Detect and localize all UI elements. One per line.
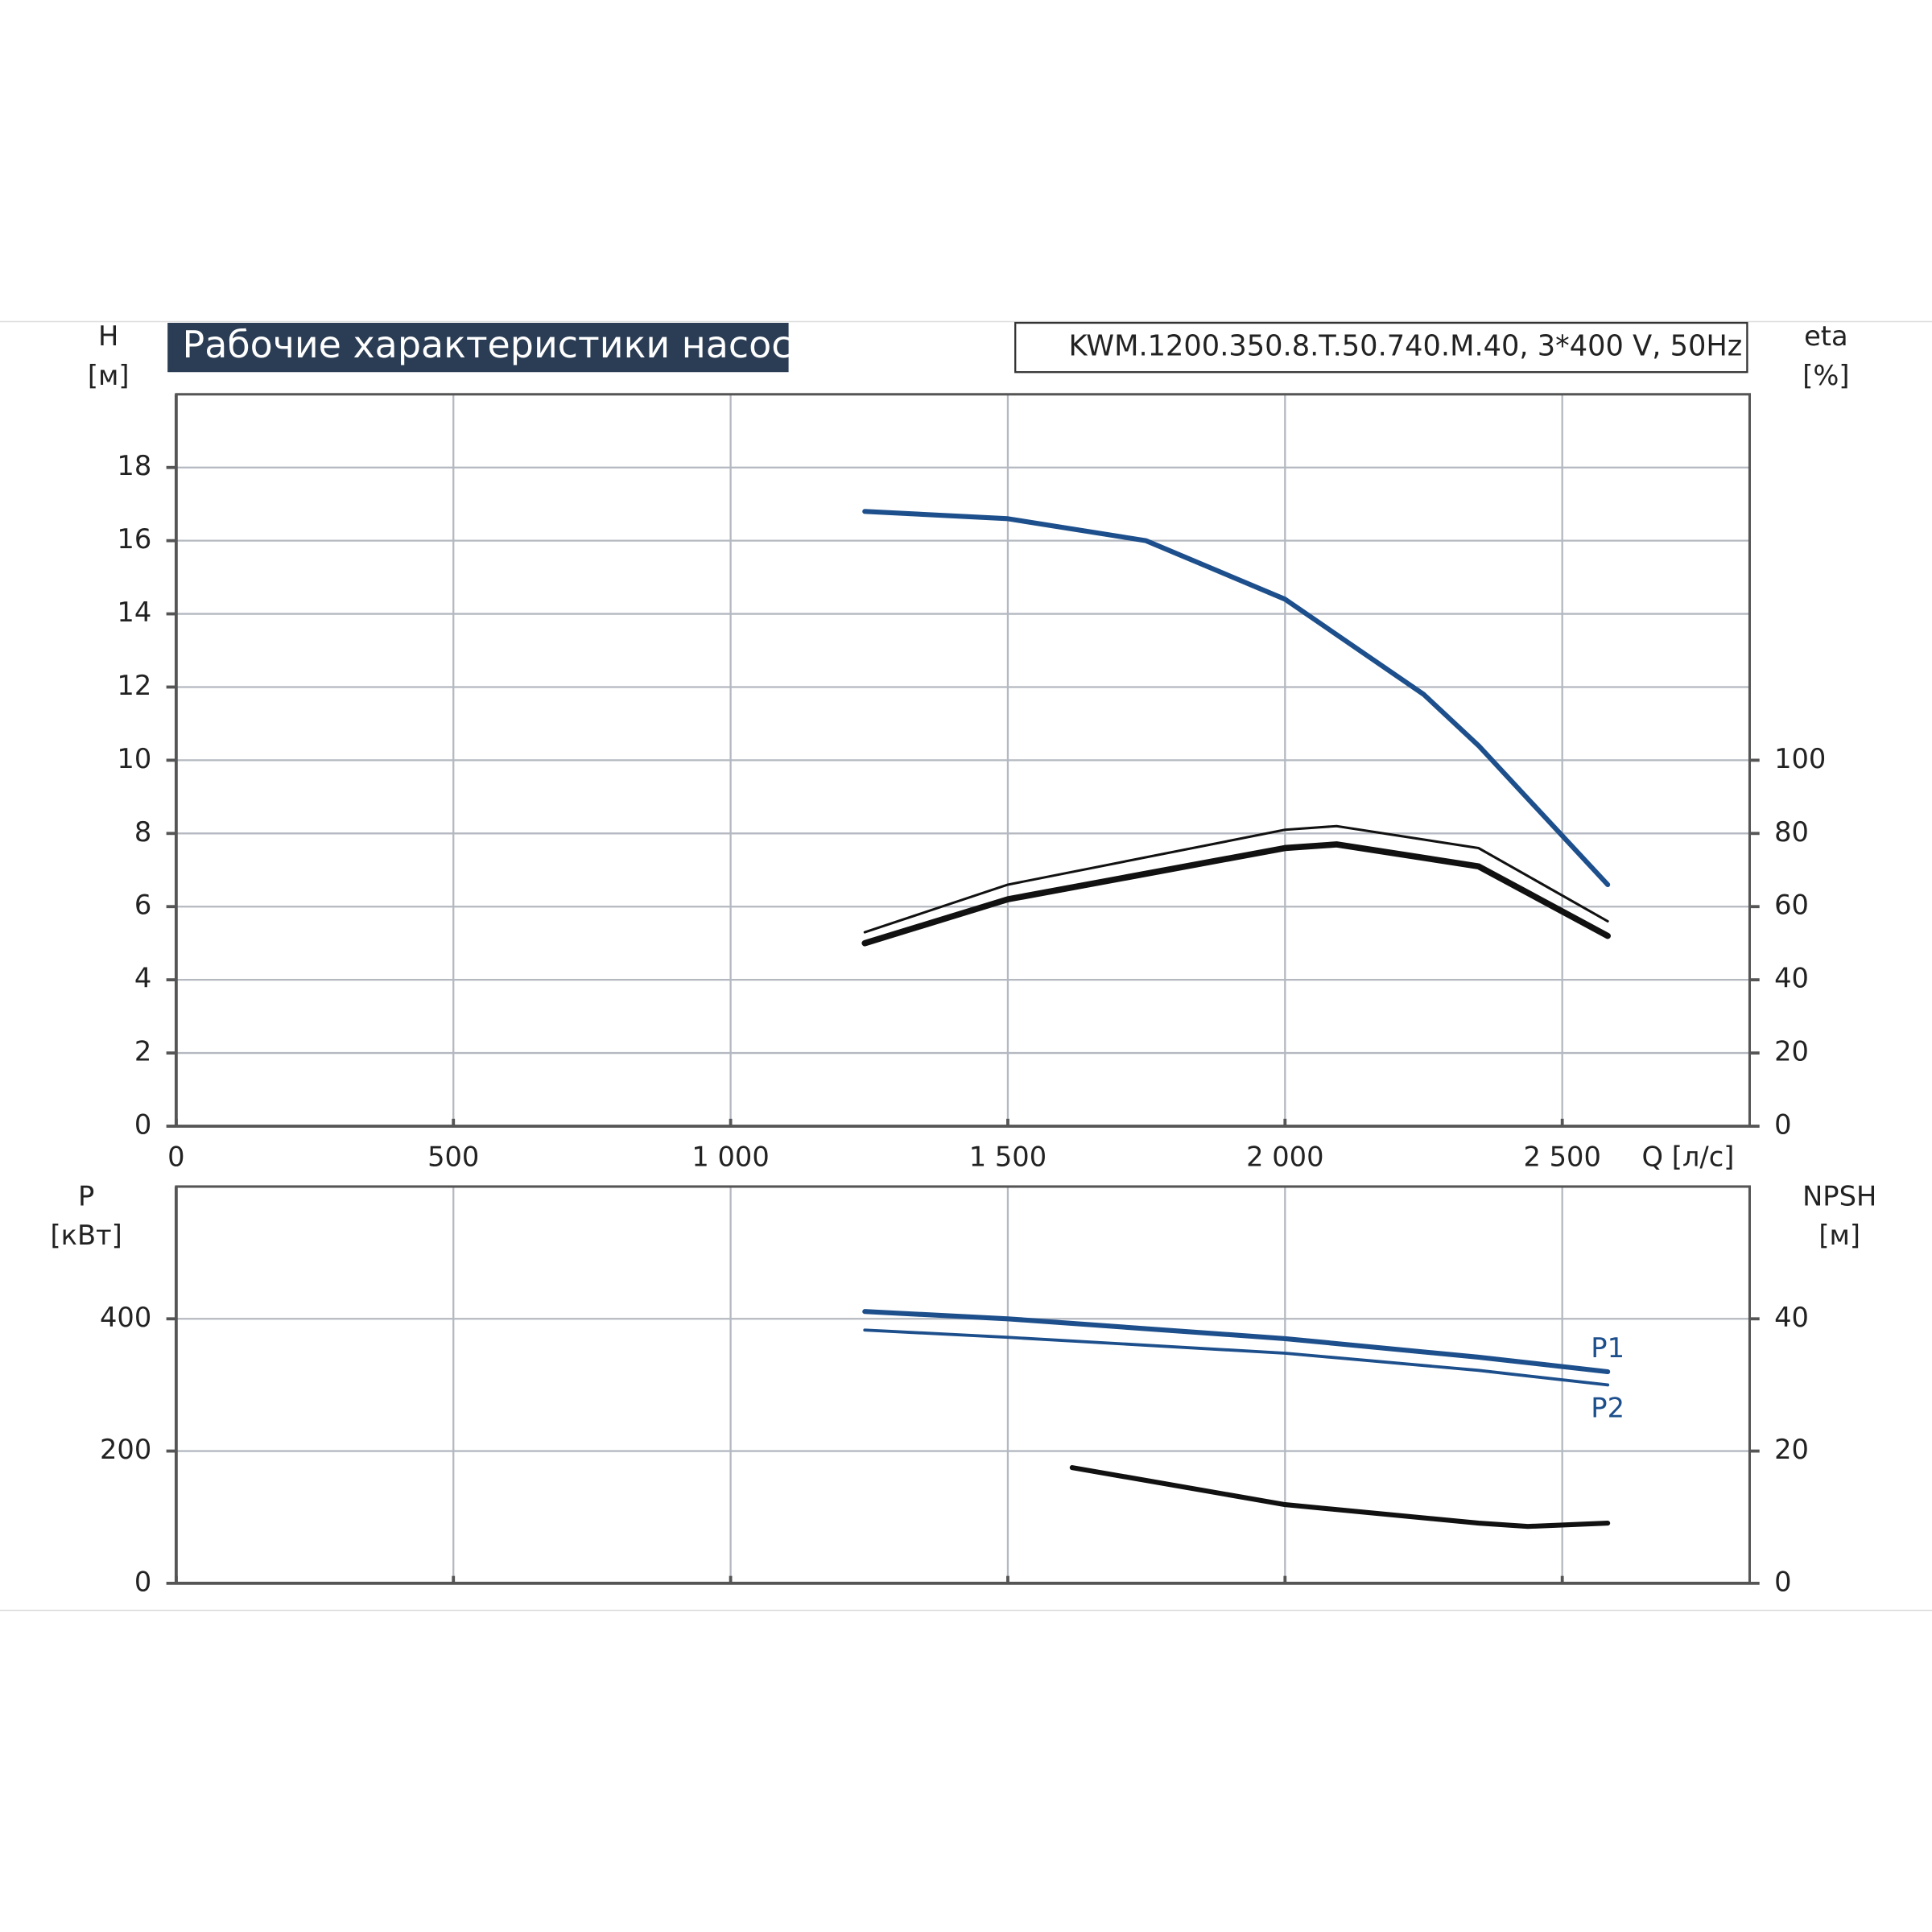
y-tick-label: 0 bbox=[134, 1566, 151, 1597]
data-line bbox=[863, 824, 1609, 934]
y-axis-label: [м] bbox=[88, 360, 130, 391]
y-tick-label: 18 bbox=[117, 450, 151, 481]
y2-axis-label: NPSH bbox=[1802, 1180, 1876, 1212]
y-tick-label: 6 bbox=[134, 890, 151, 921]
title-box bbox=[167, 323, 789, 373]
x-tick-label: 2 500 bbox=[1524, 1141, 1601, 1172]
x-axis-label: Q [л/с] bbox=[1642, 1141, 1735, 1172]
y2-tick-label: 20 bbox=[1774, 1434, 1809, 1465]
y-axis-label: P bbox=[78, 1180, 94, 1212]
data-line bbox=[861, 841, 1611, 947]
y2-tick-label: 20 bbox=[1774, 1036, 1809, 1067]
y-tick-label: 0 bbox=[134, 1108, 151, 1140]
x-tick-label: 500 bbox=[427, 1141, 479, 1172]
y2-axis-label: [м] bbox=[1818, 1220, 1860, 1251]
data-line bbox=[1069, 1465, 1611, 1530]
series-label: P1 bbox=[1591, 1332, 1624, 1364]
x-tick-label: 1 000 bbox=[691, 1141, 769, 1172]
y-tick-label: 10 bbox=[117, 743, 151, 774]
data-line bbox=[863, 1328, 1610, 1387]
y-tick-label: 200 bbox=[100, 1434, 151, 1465]
series-label: P2 bbox=[1591, 1393, 1624, 1424]
y-tick-label: 8 bbox=[134, 816, 151, 848]
y-tick-label: 2 bbox=[134, 1036, 151, 1067]
y2-tick-label: 0 bbox=[1774, 1566, 1791, 1597]
y2-tick-label: 40 bbox=[1774, 1302, 1809, 1333]
y2-tick-label: 100 bbox=[1774, 743, 1826, 774]
y-tick-label: 14 bbox=[117, 597, 151, 628]
y2-axis-label: eta bbox=[1804, 320, 1848, 352]
chart-subtitle: KWM.1200.350.8.T.50.740.M.40, 3*400 V, 5… bbox=[1068, 330, 1742, 363]
y-tick-label: 12 bbox=[117, 670, 151, 701]
x-tick-label: 0 bbox=[167, 1141, 184, 1172]
y-axis-label: H bbox=[98, 320, 118, 352]
y2-tick-label: 80 bbox=[1774, 816, 1809, 848]
y2-tick-label: 40 bbox=[1774, 963, 1809, 994]
y2-tick-label: 0 bbox=[1774, 1108, 1791, 1140]
y-axis-label: [кВт] bbox=[50, 1220, 122, 1251]
chart-title: Рабочие характеристики насоса bbox=[183, 323, 815, 366]
y-tick-label: 16 bbox=[117, 523, 151, 555]
y2-axis-label: [%] bbox=[1802, 360, 1849, 391]
x-tick-label: 1 500 bbox=[969, 1141, 1046, 1172]
y-tick-label: 4 bbox=[134, 963, 151, 994]
y-tick-label: 400 bbox=[100, 1302, 151, 1333]
x-tick-label: 2 000 bbox=[1246, 1141, 1323, 1172]
data-line bbox=[862, 509, 1611, 888]
data-line bbox=[862, 1309, 1611, 1375]
subtitle-box bbox=[1014, 321, 1748, 374]
y2-tick-label: 60 bbox=[1774, 890, 1809, 921]
